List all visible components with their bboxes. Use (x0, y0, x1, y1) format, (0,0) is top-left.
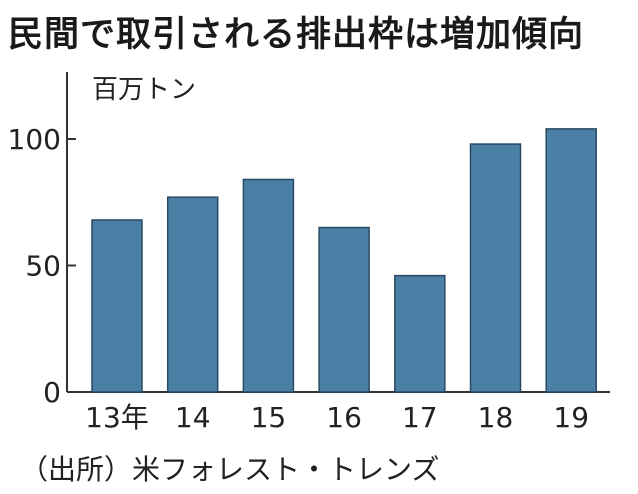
y-tick-label: 50 (25, 250, 61, 283)
x-tick-label: 18 (478, 401, 514, 434)
source-note: （出所）米フォレスト・トレンズ (20, 453, 440, 486)
bar (318, 226, 370, 393)
bars (91, 128, 597, 393)
x-tick-label: 13年 (85, 401, 149, 434)
bar (469, 143, 522, 393)
bar (394, 274, 446, 393)
bar (545, 128, 597, 393)
y-tick-label: 100 (8, 123, 61, 156)
x-tick-label: 17 (402, 401, 438, 434)
x-tick-label: 19 (553, 401, 589, 434)
bar (166, 196, 219, 393)
x-tick-label: 14 (175, 401, 211, 434)
bar (242, 178, 295, 393)
y-tick-label: 0 (43, 376, 61, 409)
x-tick-label: 16 (326, 401, 362, 434)
chart-title: 民間で取引される排出枠は増加傾向 (8, 15, 585, 55)
labels: 0 50 100 百万トン 13年 14 15 16 17 18 19 (8, 75, 589, 434)
x-tick-label: 15 (251, 401, 287, 434)
bar (91, 219, 143, 393)
y-unit-label: 百万トン (92, 75, 196, 105)
